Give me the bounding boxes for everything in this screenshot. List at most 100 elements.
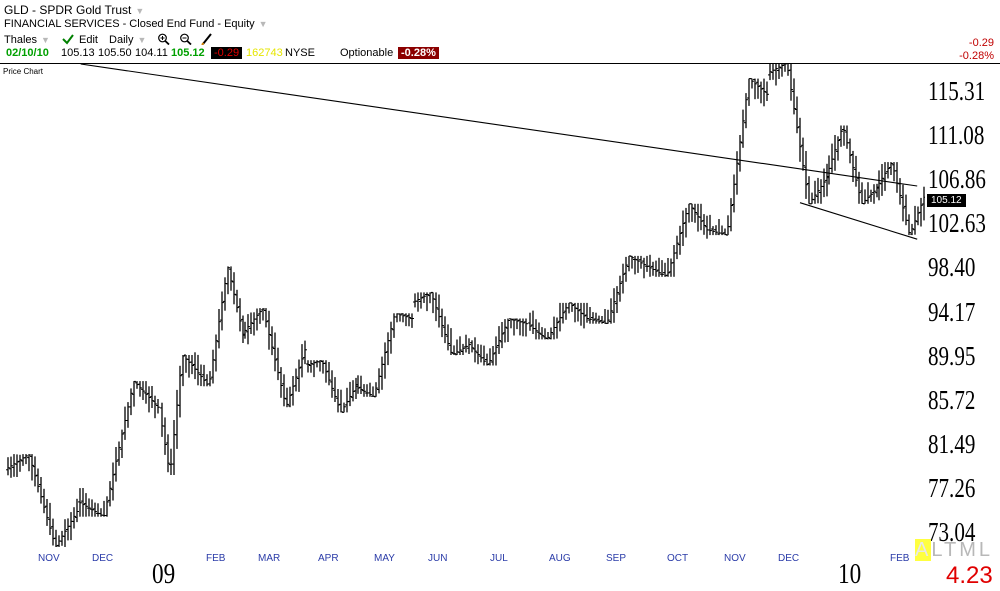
price-bar: [93, 502, 97, 517]
price-bar: [714, 225, 718, 236]
chevron-down-icon[interactable]: ▼: [258, 19, 268, 29]
zoom-in-icon[interactable]: [157, 33, 171, 45]
trendline[interactable]: [799, 202, 918, 240]
price-bar: [609, 298, 613, 324]
price-bar: [72, 507, 76, 529]
user-menu[interactable]: Thales ▼: [4, 34, 50, 46]
price-bar: [735, 151, 739, 195]
price-bar: [449, 328, 453, 355]
price-bar: [270, 326, 274, 356]
price-bar: [708, 214, 712, 236]
price-bar: [576, 302, 580, 322]
price-bar: [90, 499, 94, 517]
price-bar: [585, 302, 589, 323]
price-bar: [413, 293, 417, 308]
month-label: APR: [318, 553, 339, 564]
price-bar: [807, 176, 811, 205]
price-bar: [398, 313, 402, 322]
quote-volume: 162743: [246, 47, 283, 59]
price-bar: [771, 64, 775, 80]
quote-close: 105.12: [171, 47, 205, 59]
price-bar: [336, 389, 340, 413]
price-bar: [437, 294, 441, 328]
symbol-title: GLD - SPDR Gold Trust: [4, 3, 132, 17]
price-bar: [877, 170, 881, 201]
price-bar: [464, 334, 468, 353]
price-bar: [630, 255, 634, 269]
price-bar: [919, 197, 923, 227]
price-bar: [138, 381, 142, 397]
price-bar: [639, 255, 643, 269]
price-bar: [383, 342, 387, 379]
trendline[interactable]: [80, 64, 918, 187]
price-bar: [663, 262, 667, 277]
edit-button[interactable]: Edit: [61, 33, 98, 46]
price-bar: [555, 317, 559, 339]
timeframe-selector[interactable]: ALTML: [915, 539, 993, 562]
price-bar: [226, 266, 230, 295]
price-bar: [690, 203, 694, 222]
price-bar: [87, 498, 91, 517]
chevron-down-icon[interactable]: ▼: [135, 6, 145, 16]
price-bar: [117, 441, 121, 466]
price-bar: [512, 318, 516, 336]
last-price-marker: 105.12: [927, 194, 966, 207]
price-bar: [279, 367, 283, 398]
price-bar: [816, 177, 820, 204]
optionable-label: Optionable: [340, 47, 394, 59]
zoom-out-icon[interactable]: [179, 33, 193, 45]
month-label: JUL: [490, 553, 508, 564]
price-bar: [255, 308, 259, 331]
pencil-icon[interactable]: [200, 33, 214, 45]
price-bar: [503, 319, 507, 343]
price-bar: [196, 354, 200, 386]
price-bar: [48, 502, 52, 535]
price-bar: [621, 263, 625, 294]
price-bar: [506, 318, 510, 342]
price-bar: [342, 402, 346, 413]
period-select[interactable]: Daily ▼: [109, 34, 146, 46]
price-bar: [166, 434, 170, 473]
month-label: JUN: [428, 553, 448, 564]
price-bar: [588, 307, 592, 324]
price-bar: [564, 302, 568, 320]
price-bar: [377, 368, 381, 394]
price-chart[interactable]: [0, 64, 925, 554]
industry-label: FINANCIAL SERVICES - Closed End Fund - E…: [4, 18, 255, 30]
price-bar: [524, 318, 528, 337]
price-bar: [497, 326, 501, 354]
price-bar: [282, 374, 286, 407]
price-bar: [898, 178, 902, 205]
price-bar: [18, 454, 22, 472]
quote-date: 02/10/10: [6, 47, 49, 59]
month-label: OCT: [667, 553, 689, 564]
price-bar: [491, 346, 495, 366]
price-tick-label: 85.72: [928, 384, 976, 415]
price-bar: [651, 261, 655, 276]
price-bar: [306, 360, 310, 373]
year-label: 10: [838, 558, 862, 590]
price-bar: [528, 312, 532, 331]
price-bar: [684, 207, 688, 238]
price-bar: [264, 308, 268, 328]
symbol-title-row[interactable]: GLD - SPDR Gold Trust ▼: [4, 3, 144, 17]
price-bar: [597, 315, 601, 324]
price-bar: [69, 512, 73, 541]
price-bar: [747, 78, 751, 106]
price-bar: [153, 395, 157, 419]
price-bar: [102, 500, 106, 517]
price-bar: [681, 210, 685, 246]
period-label: Daily: [109, 34, 134, 46]
price-bar: [842, 125, 846, 146]
month-label: NOV: [38, 553, 60, 564]
price-bar: [386, 332, 390, 366]
price-bar: [880, 164, 884, 196]
price-bar: [362, 384, 366, 397]
timeframe-selected[interactable]: A: [915, 539, 932, 561]
price-bar: [615, 286, 619, 313]
timeframe-options[interactable]: LTML: [931, 539, 993, 561]
price-bar: [591, 312, 595, 324]
price-bar: [416, 292, 420, 312]
price-tick-label: 106.86: [928, 164, 986, 195]
price-bar: [916, 206, 920, 226]
